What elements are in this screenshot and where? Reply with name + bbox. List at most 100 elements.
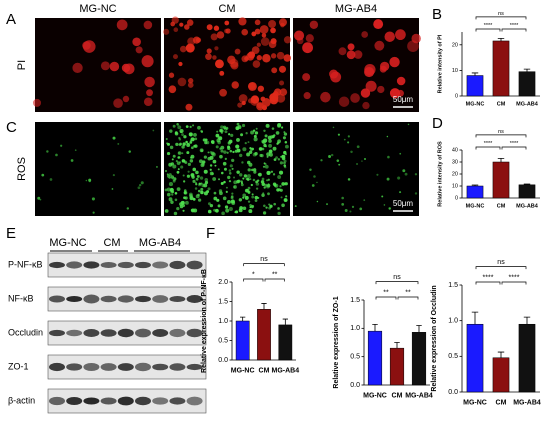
x-tick-label: MG-NC [466, 102, 485, 108]
significance-label: ns [498, 129, 504, 135]
cell [386, 135, 389, 138]
cell [254, 19, 261, 26]
x-tick-label: MG-NC [363, 392, 387, 399]
cell [171, 158, 174, 161]
cell [326, 203, 328, 206]
cell [261, 33, 267, 38]
cell [251, 147, 255, 151]
error-bar [282, 318, 288, 325]
y-tick-label: 1.0 [218, 318, 228, 325]
cell [112, 136, 116, 140]
cell [328, 155, 332, 158]
cell [171, 193, 174, 196]
cell [402, 169, 406, 173]
cell [214, 59, 224, 69]
cell [163, 28, 170, 35]
y-tick-label: 1.0 [448, 318, 458, 325]
micrograph [293, 122, 419, 216]
significance-bracket [475, 16, 527, 20]
blot-band [152, 363, 169, 371]
cell [166, 192, 171, 197]
cell [256, 179, 260, 182]
cell [241, 28, 249, 36]
cell [227, 55, 236, 65]
blot-band [117, 295, 134, 303]
blot-band [169, 363, 186, 371]
cell [268, 203, 271, 206]
cell [220, 171, 224, 175]
row-label: ROS [16, 157, 28, 181]
cell [262, 54, 271, 63]
cell [347, 43, 355, 51]
cell [55, 153, 58, 157]
cell [349, 210, 352, 213]
cell [179, 161, 182, 164]
cell [377, 85, 385, 94]
cell [316, 200, 319, 203]
panel-label: E [6, 225, 16, 242]
cell [184, 196, 188, 200]
y-tick-label: 2.0 [218, 279, 228, 286]
cell [174, 198, 178, 202]
cell [230, 195, 234, 198]
blot-band [83, 329, 100, 337]
cell [223, 167, 227, 171]
cell [49, 178, 53, 181]
cell [224, 157, 227, 160]
cell [268, 40, 277, 49]
cell [388, 207, 391, 210]
cell [174, 191, 178, 195]
cell [294, 205, 297, 208]
cell [353, 50, 363, 59]
cell [173, 27, 179, 33]
blot-band [100, 261, 117, 269]
cell [195, 194, 200, 199]
cell [268, 143, 272, 148]
blot-band [100, 363, 117, 371]
cell [46, 150, 49, 153]
blot-band [186, 295, 203, 303]
cell [266, 179, 269, 182]
cell [235, 210, 239, 214]
blot-band [186, 363, 203, 371]
cell [255, 127, 258, 130]
cell [275, 156, 278, 160]
cell [266, 170, 271, 175]
cell [260, 37, 270, 46]
significance-bracket [475, 281, 501, 285]
cell [283, 131, 286, 134]
y-tick-label: 40 [452, 147, 458, 153]
error-bar [523, 68, 531, 72]
column-label: CM [218, 3, 235, 15]
cell [244, 141, 247, 145]
blot-band [152, 397, 169, 405]
cell [250, 183, 253, 187]
cell [237, 102, 243, 108]
cell [41, 173, 45, 177]
y-tick-label: 0.5 [448, 353, 458, 360]
cell [164, 169, 168, 172]
blot-band [117, 328, 134, 338]
cell [395, 29, 406, 41]
cell [268, 139, 272, 143]
bar [518, 71, 536, 97]
cell [169, 145, 174, 150]
cell [265, 206, 268, 209]
cell [263, 129, 266, 132]
cell [242, 147, 247, 152]
significance-bracket [264, 278, 285, 282]
blot-band [186, 328, 203, 338]
cell [246, 152, 251, 157]
blot-band [135, 328, 151, 338]
cell [332, 126, 335, 129]
error-bar [497, 351, 505, 358]
cell [221, 211, 225, 216]
significance-label: ** [405, 290, 411, 297]
significance-bracket [375, 281, 419, 285]
cell [190, 208, 195, 213]
cell [414, 173, 418, 176]
cell [284, 182, 288, 186]
significance-label: ns [260, 256, 268, 263]
significance-label: **** [510, 23, 519, 29]
